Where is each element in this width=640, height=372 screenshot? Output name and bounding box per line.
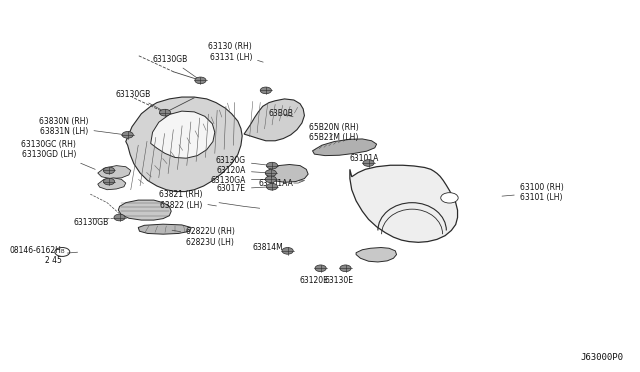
Text: 63130GB: 63130GB (153, 55, 198, 79)
Text: 63120A: 63120A (216, 166, 268, 175)
Text: 63130E: 63130E (324, 268, 354, 285)
Polygon shape (150, 111, 215, 158)
Text: 63130GB: 63130GB (115, 90, 164, 111)
Polygon shape (138, 224, 191, 234)
Text: 63130GB: 63130GB (74, 218, 117, 227)
Circle shape (122, 132, 133, 138)
Circle shape (363, 160, 374, 166)
Text: 63130GA: 63130GA (211, 176, 268, 185)
Circle shape (260, 87, 271, 94)
Circle shape (315, 265, 326, 272)
Polygon shape (356, 247, 397, 262)
Text: 63B0B: 63B0B (269, 109, 294, 118)
Text: J63000P0: J63000P0 (580, 353, 624, 362)
Text: 63101AA: 63101AA (259, 179, 303, 187)
Text: 62822U (RH)
62823U (LH): 62822U (RH) 62823U (LH) (172, 227, 235, 247)
Circle shape (114, 214, 125, 221)
Polygon shape (312, 139, 376, 155)
Circle shape (266, 183, 278, 190)
Text: 63017E: 63017E (217, 185, 269, 193)
Circle shape (340, 265, 351, 272)
Text: 63130 (RH)
63131 (LH): 63130 (RH) 63131 (LH) (209, 42, 263, 62)
Circle shape (195, 77, 206, 84)
Text: 08146-6162H
2 45: 08146-6162H 2 45 (10, 246, 77, 265)
Text: 63830N (RH)
63831N (LH): 63830N (RH) 63831N (LH) (39, 117, 123, 137)
Text: 65B20N (RH)
65B21M (LH): 65B20N (RH) 65B21M (LH) (309, 122, 359, 142)
Text: 63101A: 63101A (350, 154, 380, 163)
Circle shape (159, 109, 171, 116)
Circle shape (282, 247, 293, 254)
Circle shape (266, 162, 278, 169)
Polygon shape (98, 178, 126, 190)
Text: 63814M: 63814M (253, 243, 287, 251)
Polygon shape (266, 164, 308, 182)
Polygon shape (118, 200, 172, 220)
Text: 63120E: 63120E (300, 268, 329, 285)
Polygon shape (244, 99, 305, 141)
Circle shape (104, 167, 115, 174)
Text: 63130GC (RH)
63130GD (LH): 63130GC (RH) 63130GD (LH) (21, 140, 95, 169)
Polygon shape (350, 165, 458, 242)
Polygon shape (98, 166, 131, 179)
Text: 63100 (RH)
63101 (LH): 63100 (RH) 63101 (LH) (502, 183, 564, 202)
Text: B: B (61, 250, 64, 254)
Text: 63130G: 63130G (216, 156, 269, 165)
Polygon shape (126, 97, 242, 192)
Circle shape (265, 170, 276, 176)
Circle shape (441, 193, 458, 203)
Circle shape (104, 178, 115, 185)
Circle shape (265, 176, 276, 183)
Text: 63821 (RH)
63822 (LH): 63821 (RH) 63822 (LH) (159, 190, 216, 210)
